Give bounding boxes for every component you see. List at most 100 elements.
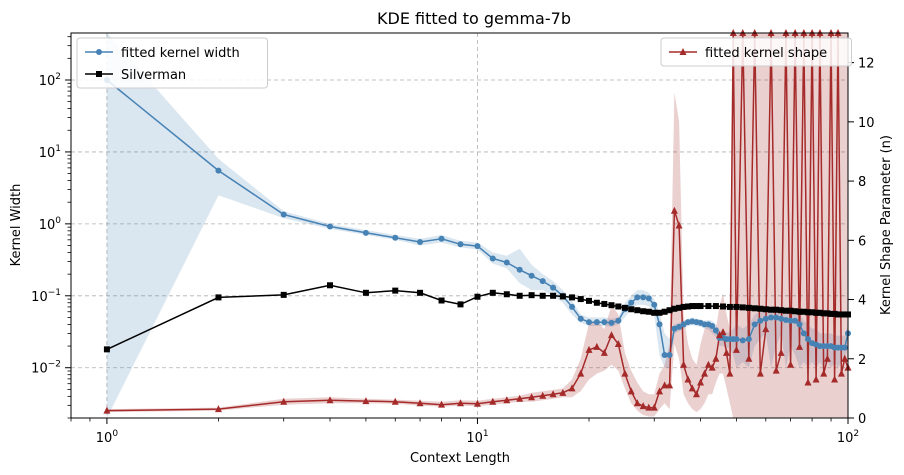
silverman-point [645,308,652,315]
y2-tick-label: 8 [858,175,866,190]
fitted-kernel-width-point [841,344,848,351]
fitted-kernel-width-point [539,278,546,285]
fitted-kernel-shape-point [280,397,288,405]
x-tick-label: 101 [466,429,488,446]
fitted-kernel-shape-point [528,393,536,401]
fitted-kernel-width-point [656,321,663,328]
fitted-kernel-width-point [362,229,369,236]
fitted-kernel-width-point [787,317,794,324]
fitted-kernel-width-point [762,315,769,322]
fitted-kernel-shape-point [777,348,785,356]
silverman-point [671,305,678,312]
series-markers [103,29,852,414]
fitted-kernel-shape-point [456,399,464,407]
fitted-kernel-shape-point [831,375,839,383]
fitted-kernel-width-point [215,167,222,174]
fitted-kernel-width-point [792,317,799,324]
fitted-kernel-shape-point [416,399,424,407]
fitted-kernel-width-point [438,235,445,242]
silverman-point [835,311,842,318]
fitted-kernel-shape-point [559,388,567,396]
silverman-point [327,282,333,289]
fitted-kernel-shape-point [214,405,222,413]
silverman-point [656,309,663,316]
fitted-kernel-shape-point [473,399,481,407]
silverman-point [773,306,780,313]
silverman-point [215,294,222,301]
silverman-point [503,291,510,298]
fitted-kernel-shape-point [745,354,753,362]
silverman-point [787,307,794,314]
fitted-kernel-width-point [796,321,803,328]
silverman-point [474,293,481,300]
fitted-kernel-shape-point [772,366,780,374]
silverman-point [782,307,789,314]
fitted-kernel-width-point [733,336,740,343]
legend-label: Silverman [121,68,186,83]
fitted-kernel-shape-point [650,403,658,411]
fitted-kernel-width-point [751,321,758,328]
silverman-point [539,292,546,299]
silverman-point [768,306,775,313]
x-axis-label: Context Length [410,451,510,466]
y-axis-ticks: 10−2 10−1 100 101 102 [31,36,71,419]
fitted-kernel-shape-point [391,397,399,405]
confidence-bands [106,33,848,418]
fitted-kernel-width-point [666,352,673,359]
fitted-kernel-shape-point [697,378,705,386]
fitted-kernel-shape-point [670,206,678,214]
silverman-point [362,289,369,296]
silverman-point [593,299,600,306]
fitted-kernel-shape-point [708,363,716,371]
silverman-point [693,303,700,310]
fitted-kernel-shape-point [680,360,688,368]
legend-label: fitted kernel width [121,46,240,61]
silverman-point [745,304,752,311]
fitted-kernel-shape-point [704,360,712,368]
fitted-kernel-width-point [327,223,333,230]
silverman-point [813,309,820,316]
fitted-kernel-shape-point [692,390,700,398]
fitted-kernel-shape-point [722,348,730,356]
silverman-point [628,306,635,313]
silverman-point [697,303,704,310]
y2-axis-ticks: 0 2 4 6 8 10 12 [848,57,875,427]
y-tick-label: 100 [39,216,62,233]
chart-title: KDE fitted to gemma-7b [377,9,571,28]
fitted-kernel-shape-point [633,399,641,407]
fitted-kernel-shape-point [837,369,845,377]
fitted-kernel-shape-point [756,369,764,377]
fitted-kernel-shape-point [656,387,664,395]
y-tick-label: 10−2 [31,360,61,377]
legend-marker [96,49,102,55]
fitted-kernel-shape-point [326,396,334,404]
fitted-kernel-shape-point [684,375,692,383]
y-tick-label: 102 [39,72,61,89]
fitted-kernel-width-point [586,319,592,326]
fitted-kernel-shape-point [732,345,740,353]
fitted-kernel-width-point [457,241,464,248]
silverman-point [438,297,445,304]
fitted-kernel-width-point [628,299,635,306]
silverman-point [684,303,691,310]
silverman-point [838,311,845,318]
fitted-kernel-shape-point [812,375,820,383]
silverman-point [689,303,696,310]
silverman-point [757,305,764,312]
silverman-point [816,309,823,316]
y2-tick-label: 10 [858,116,875,131]
silverman-point [392,287,399,294]
silverman-point [550,292,557,299]
fitted-kernel-shape-point [804,378,812,386]
fitted-kernel-shape-point [539,391,547,399]
silverman-point [751,305,758,312]
silverman-point [586,297,592,304]
fitted-kernel-width-point [615,317,622,324]
silverman-point [666,307,673,314]
silverman-point [661,308,668,315]
silverman-point [778,307,785,314]
fitted-kernel-shape-point [503,396,511,404]
fitted-kernel-width-point [489,255,496,262]
fitted-kernel-width-point [503,259,510,266]
silverman-point [280,291,287,298]
